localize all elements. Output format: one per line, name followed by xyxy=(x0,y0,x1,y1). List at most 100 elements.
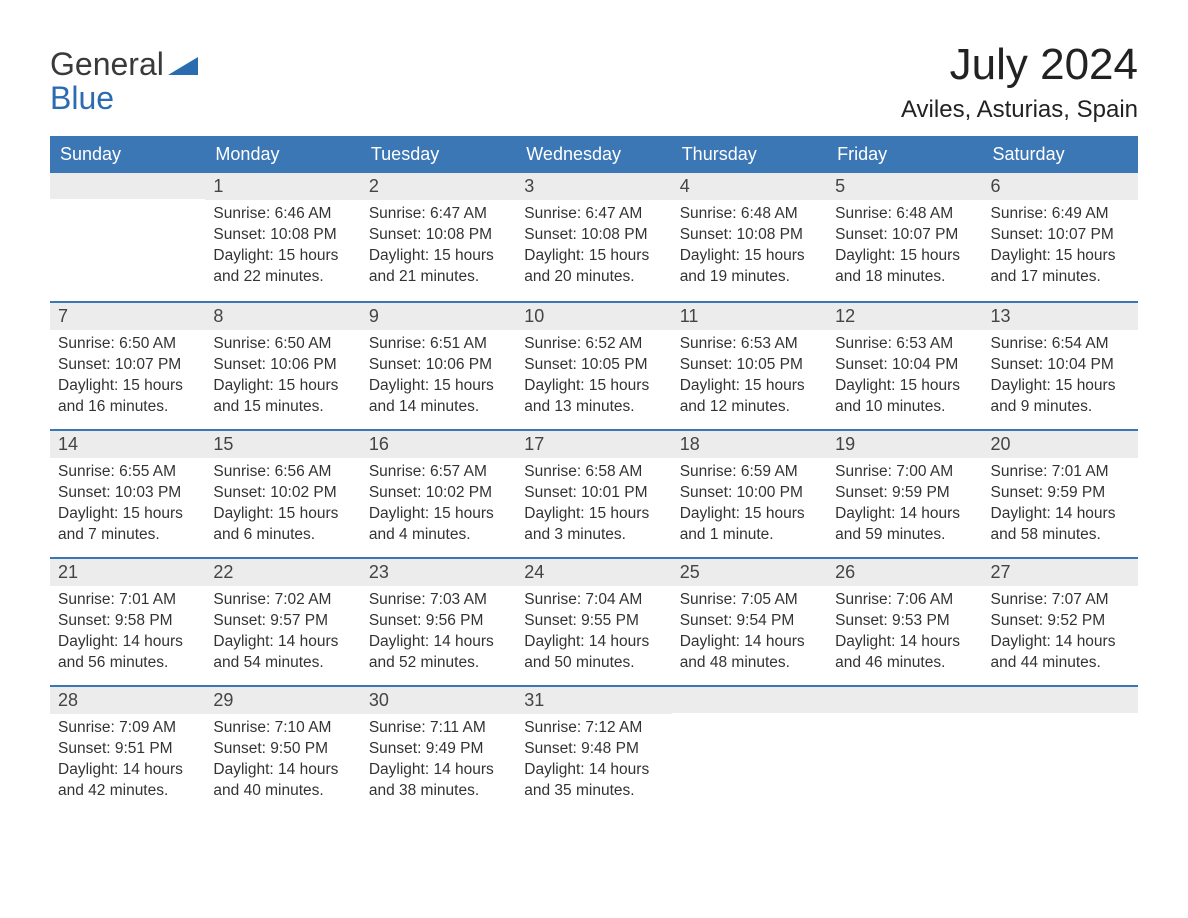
day-number: 9 xyxy=(361,303,516,330)
day-number xyxy=(827,687,982,713)
day-sunset: Sunset: 9:58 PM xyxy=(58,611,197,632)
day-number: 23 xyxy=(361,559,516,586)
day-body: Sunrise: 7:09 AMSunset: 9:51 PMDaylight:… xyxy=(50,714,205,812)
day-cell: 21Sunrise: 7:01 AMSunset: 9:58 PMDayligh… xyxy=(50,559,205,685)
day-sunrise: Sunrise: 6:48 AM xyxy=(680,204,819,225)
day-daylight1: Daylight: 14 hours xyxy=(835,504,974,525)
day-number: 12 xyxy=(827,303,982,330)
day-daylight2: and 10 minutes. xyxy=(835,397,974,418)
day-sunset: Sunset: 10:08 PM xyxy=(680,225,819,246)
day-daylight2: and 6 minutes. xyxy=(213,525,352,546)
day-cell: 26Sunrise: 7:06 AMSunset: 9:53 PMDayligh… xyxy=(827,559,982,685)
day-number: 2 xyxy=(361,173,516,200)
day-daylight2: and 12 minutes. xyxy=(680,397,819,418)
day-daylight1: Daylight: 15 hours xyxy=(680,246,819,267)
day-daylight2: and 50 minutes. xyxy=(524,653,663,674)
calendar: Sunday Monday Tuesday Wednesday Thursday… xyxy=(50,136,1138,813)
day-daylight1: Daylight: 15 hours xyxy=(369,504,508,525)
day-sunrise: Sunrise: 6:49 AM xyxy=(991,204,1130,225)
day-cell: 18Sunrise: 6:59 AMSunset: 10:00 PMDaylig… xyxy=(672,431,827,557)
day-number: 13 xyxy=(983,303,1138,330)
day-body: Sunrise: 6:48 AMSunset: 10:07 PMDaylight… xyxy=(827,200,982,298)
day-sunrise: Sunrise: 7:07 AM xyxy=(991,590,1130,611)
day-number xyxy=(983,687,1138,713)
day-sunrise: Sunrise: 7:01 AM xyxy=(991,462,1130,483)
week-row: 21Sunrise: 7:01 AMSunset: 9:58 PMDayligh… xyxy=(50,557,1138,685)
day-sunrise: Sunrise: 7:09 AM xyxy=(58,718,197,739)
day-sunset: Sunset: 10:08 PM xyxy=(524,225,663,246)
day-cell: 8Sunrise: 6:50 AMSunset: 10:06 PMDayligh… xyxy=(205,303,360,429)
day-cell: 24Sunrise: 7:04 AMSunset: 9:55 PMDayligh… xyxy=(516,559,671,685)
day-number: 29 xyxy=(205,687,360,714)
day-body: Sunrise: 7:01 AMSunset: 9:58 PMDaylight:… xyxy=(50,586,205,684)
day-daylight2: and 59 minutes. xyxy=(835,525,974,546)
day-cell xyxy=(672,687,827,813)
day-cell: 25Sunrise: 7:05 AMSunset: 9:54 PMDayligh… xyxy=(672,559,827,685)
logo-text-line1: General xyxy=(50,48,164,82)
day-cell: 3Sunrise: 6:47 AMSunset: 10:08 PMDayligh… xyxy=(516,173,671,301)
day-body: Sunrise: 7:02 AMSunset: 9:57 PMDaylight:… xyxy=(205,586,360,684)
day-sunset: Sunset: 10:04 PM xyxy=(835,355,974,376)
day-body: Sunrise: 6:46 AMSunset: 10:08 PMDaylight… xyxy=(205,200,360,298)
day-daylight2: and 1 minute. xyxy=(680,525,819,546)
header: General Blue July 2024 Aviles, Asturias,… xyxy=(50,40,1138,124)
day-daylight1: Daylight: 15 hours xyxy=(369,376,508,397)
day-daylight1: Daylight: 14 hours xyxy=(213,760,352,781)
day-sunrise: Sunrise: 7:11 AM xyxy=(369,718,508,739)
day-daylight1: Daylight: 14 hours xyxy=(524,760,663,781)
day-daylight2: and 4 minutes. xyxy=(369,525,508,546)
day-daylight2: and 48 minutes. xyxy=(680,653,819,674)
day-daylight1: Daylight: 15 hours xyxy=(835,376,974,397)
title-block: July 2024 Aviles, Asturias, Spain xyxy=(901,40,1138,124)
day-daylight1: Daylight: 14 hours xyxy=(991,632,1130,653)
month-title: July 2024 xyxy=(901,40,1138,90)
day-sunrise: Sunrise: 7:04 AM xyxy=(524,590,663,611)
day-daylight1: Daylight: 14 hours xyxy=(835,632,974,653)
day-cell xyxy=(827,687,982,813)
dow-friday: Friday xyxy=(827,136,982,173)
day-cell: 13Sunrise: 6:54 AMSunset: 10:04 PMDaylig… xyxy=(983,303,1138,429)
day-daylight1: Daylight: 14 hours xyxy=(524,632,663,653)
day-body: Sunrise: 6:55 AMSunset: 10:03 PMDaylight… xyxy=(50,458,205,556)
day-daylight1: Daylight: 15 hours xyxy=(680,504,819,525)
day-body: Sunrise: 7:12 AMSunset: 9:48 PMDaylight:… xyxy=(516,714,671,812)
day-sunset: Sunset: 9:49 PM xyxy=(369,739,508,760)
day-sunrise: Sunrise: 7:05 AM xyxy=(680,590,819,611)
day-body: Sunrise: 6:49 AMSunset: 10:07 PMDaylight… xyxy=(983,200,1138,298)
day-cell: 14Sunrise: 6:55 AMSunset: 10:03 PMDaylig… xyxy=(50,431,205,557)
logo: General Blue xyxy=(50,40,198,115)
day-body: Sunrise: 6:50 AMSunset: 10:07 PMDaylight… xyxy=(50,330,205,428)
day-cell: 19Sunrise: 7:00 AMSunset: 9:59 PMDayligh… xyxy=(827,431,982,557)
day-daylight1: Daylight: 15 hours xyxy=(213,504,352,525)
day-cell: 10Sunrise: 6:52 AMSunset: 10:05 PMDaylig… xyxy=(516,303,671,429)
day-daylight2: and 3 minutes. xyxy=(524,525,663,546)
day-cell: 29Sunrise: 7:10 AMSunset: 9:50 PMDayligh… xyxy=(205,687,360,813)
week-row: 28Sunrise: 7:09 AMSunset: 9:51 PMDayligh… xyxy=(50,685,1138,813)
day-sunset: Sunset: 9:53 PM xyxy=(835,611,974,632)
dow-wednesday: Wednesday xyxy=(516,136,671,173)
day-daylight2: and 14 minutes. xyxy=(369,397,508,418)
day-cell: 27Sunrise: 7:07 AMSunset: 9:52 PMDayligh… xyxy=(983,559,1138,685)
day-daylight2: and 56 minutes. xyxy=(58,653,197,674)
day-sunrise: Sunrise: 7:00 AM xyxy=(835,462,974,483)
day-daylight2: and 42 minutes. xyxy=(58,781,197,802)
day-cell: 2Sunrise: 6:47 AMSunset: 10:08 PMDayligh… xyxy=(361,173,516,301)
day-body: Sunrise: 6:56 AMSunset: 10:02 PMDaylight… xyxy=(205,458,360,556)
day-sunset: Sunset: 10:01 PM xyxy=(524,483,663,504)
day-daylight1: Daylight: 14 hours xyxy=(58,760,197,781)
dow-saturday: Saturday xyxy=(983,136,1138,173)
day-daylight1: Daylight: 14 hours xyxy=(213,632,352,653)
day-cell: 5Sunrise: 6:48 AMSunset: 10:07 PMDayligh… xyxy=(827,173,982,301)
day-cell: 15Sunrise: 6:56 AMSunset: 10:02 PMDaylig… xyxy=(205,431,360,557)
day-daylight2: and 20 minutes. xyxy=(524,267,663,288)
week-row: 1Sunrise: 6:46 AMSunset: 10:08 PMDayligh… xyxy=(50,173,1138,301)
day-sunrise: Sunrise: 6:54 AM xyxy=(991,334,1130,355)
day-body: Sunrise: 7:05 AMSunset: 9:54 PMDaylight:… xyxy=(672,586,827,684)
day-sunset: Sunset: 10:06 PM xyxy=(369,355,508,376)
day-cell: 9Sunrise: 6:51 AMSunset: 10:06 PMDayligh… xyxy=(361,303,516,429)
day-daylight1: Daylight: 15 hours xyxy=(524,376,663,397)
day-sunset: Sunset: 10:04 PM xyxy=(991,355,1130,376)
day-sunset: Sunset: 10:05 PM xyxy=(524,355,663,376)
day-daylight1: Daylight: 14 hours xyxy=(991,504,1130,525)
day-body: Sunrise: 6:47 AMSunset: 10:08 PMDaylight… xyxy=(516,200,671,298)
